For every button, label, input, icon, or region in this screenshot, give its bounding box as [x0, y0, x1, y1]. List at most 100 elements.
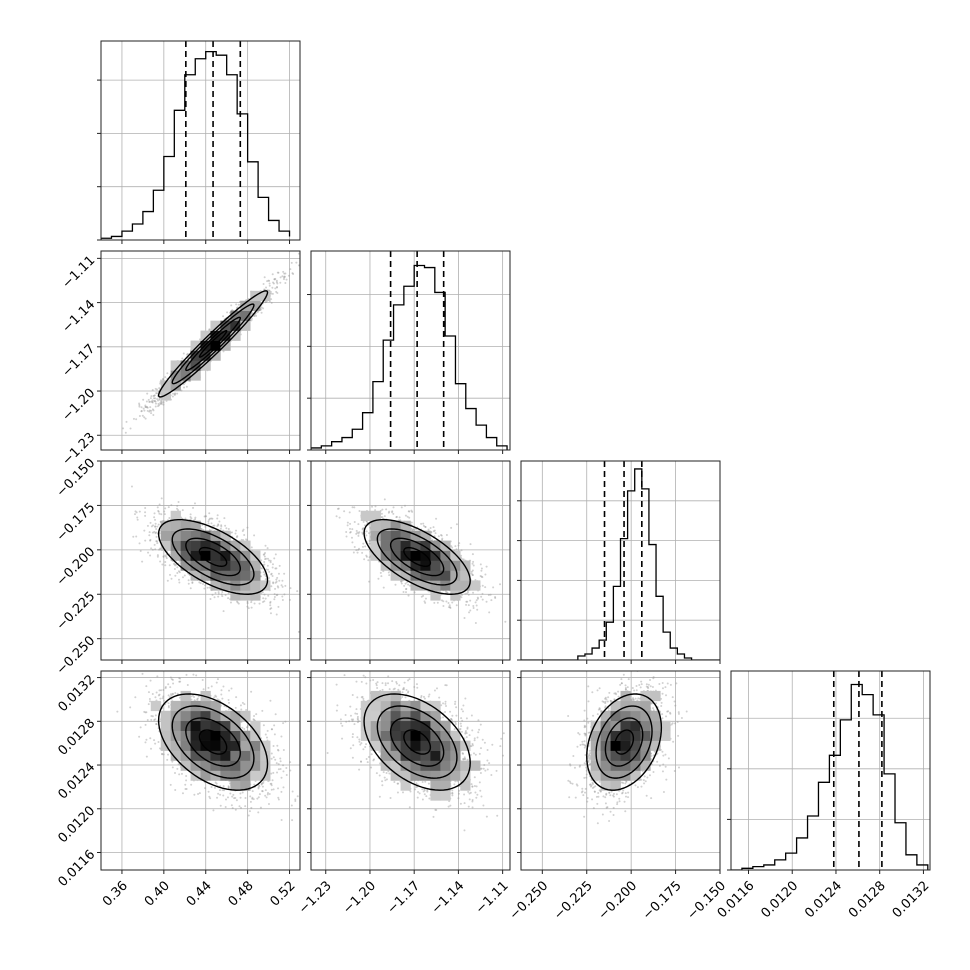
density-cell [440, 570, 451, 581]
density-cell [230, 760, 241, 771]
scatter-point [265, 568, 268, 571]
scatter-point [433, 529, 436, 532]
scatter-point [463, 758, 466, 761]
scatter-point [275, 594, 278, 597]
density-cell [160, 720, 171, 731]
scatter-point [174, 771, 176, 774]
scatter-point [381, 508, 384, 511]
scatter-point [279, 760, 282, 763]
scatter-point [154, 696, 157, 699]
scatter-point [276, 286, 279, 289]
scatter-point [475, 796, 478, 799]
scatter-point [335, 709, 338, 712]
scatter-point [379, 762, 382, 765]
density-cell [240, 310, 251, 321]
scatter-point [385, 508, 388, 511]
scatter-point [368, 556, 371, 559]
scatter-point [227, 597, 230, 600]
scatter-point [260, 782, 263, 785]
scatter-point [356, 696, 359, 699]
scatter-point [283, 276, 286, 279]
scatter-point [156, 540, 159, 543]
scatter-point [455, 548, 458, 551]
scatter-point [193, 793, 196, 796]
scatter-point [469, 543, 472, 546]
scatter-point [169, 783, 172, 786]
scatter-point [423, 697, 426, 700]
density-cell [220, 730, 231, 741]
scatter-point [391, 680, 394, 683]
scatter-point [220, 593, 223, 596]
scatter-point [464, 757, 467, 760]
scatter-point [371, 505, 374, 508]
scatter-point [472, 564, 475, 567]
contour-line [157, 693, 269, 791]
scatter-point [362, 674, 365, 677]
scatter-point [284, 282, 287, 285]
scatter-point [193, 699, 196, 702]
scatter-point [271, 566, 274, 569]
scatter-point [270, 772, 273, 775]
scatter-point [459, 728, 462, 731]
density-cell [150, 700, 161, 712]
scatter-point [470, 783, 473, 786]
scatter-point [284, 720, 287, 723]
density-cell [240, 740, 251, 751]
scatter-point [381, 784, 384, 787]
scatter-point [166, 372, 169, 375]
scatter-point [492, 586, 495, 589]
scatter-point [481, 738, 484, 741]
density-cell [410, 560, 421, 571]
density-cell [450, 570, 461, 581]
scatter-point [185, 779, 188, 782]
scatter-point [216, 796, 219, 799]
density-cell [450, 580, 461, 591]
scatter-point [445, 591, 448, 594]
scatter-point [277, 798, 280, 801]
scatter-point [144, 723, 147, 726]
scatter-point [587, 721, 590, 724]
scatter-point [368, 580, 371, 583]
scatter-point [277, 749, 280, 752]
scatter-point [212, 809, 215, 812]
scatter-point [138, 402, 141, 405]
scatter-point [223, 789, 226, 792]
density-cell [380, 520, 391, 531]
scatter-point [458, 728, 461, 731]
scatter-point [250, 319, 253, 322]
scatter-point [281, 585, 284, 588]
scatter-point [264, 733, 267, 736]
density-cell [170, 380, 181, 391]
density-cell [230, 590, 241, 601]
density-cell [460, 760, 471, 771]
scatter-point [221, 789, 224, 792]
density-cell [220, 720, 231, 731]
scatter-point [269, 699, 272, 702]
scatter-point [368, 542, 371, 545]
scatter-point [369, 679, 372, 682]
scatter-point [280, 776, 283, 779]
contour-line [198, 546, 228, 567]
histogram-step [521, 468, 720, 660]
scatter-point [173, 393, 176, 396]
scatter-point [183, 386, 186, 389]
scatter-point [464, 592, 467, 595]
scatter-point [270, 752, 273, 755]
scatter-point [178, 696, 181, 699]
scatter-point [468, 734, 471, 737]
scatter-point [253, 602, 256, 605]
scatter-point [243, 727, 246, 730]
scatter-panel [520, 670, 721, 871]
scatter-point [145, 685, 148, 688]
scatter-point [276, 576, 279, 579]
scatter-point [220, 524, 223, 527]
scatter-point [460, 717, 463, 720]
scatter-point [276, 593, 279, 596]
scatter-point [365, 530, 368, 533]
scatter-point [155, 528, 158, 531]
scatter-point [231, 807, 234, 810]
scatter-point [488, 762, 491, 765]
scatter-point [483, 741, 486, 744]
scatter-point [152, 524, 155, 527]
scatter-point [397, 688, 400, 691]
